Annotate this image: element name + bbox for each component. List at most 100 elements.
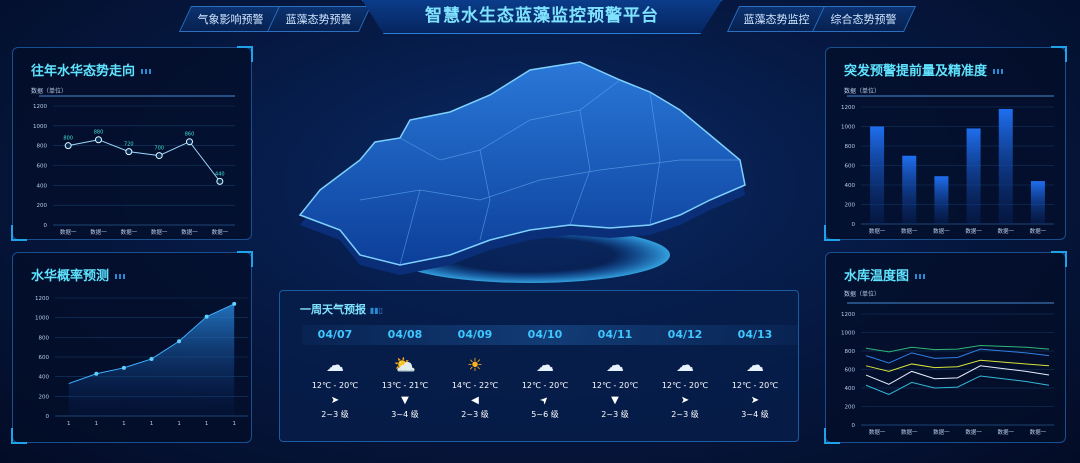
y-tick-label: 400 [39, 375, 50, 381]
x-tick-label: 1 [95, 421, 99, 427]
x-tick-label: 数据一 [901, 227, 918, 235]
weather-day[interactable]: 04/11 ☁ 12℃ - 20℃ ▼ 2~3 级 [580, 325, 650, 420]
x-tick-label: 数据一 [869, 227, 886, 235]
bar-chart[interactable]: 0 200 400 600 800 1000 1200 数据一 数据一 数据一 数据一 数据一 数据一 [826, 48, 1067, 241]
y-tick-label: 1000 [841, 125, 855, 131]
y-tick-label: 1000 [33, 124, 47, 130]
y-tick-label: 800 [845, 144, 856, 150]
panel-title: 突发预警提前量及精准度 [844, 60, 1006, 79]
unit-label: 数据（单位） [844, 88, 881, 95]
x-tick-label: 数据一 [965, 227, 982, 235]
weather-day[interactable]: 04/10 ☁ 12℃ - 20℃ ➤ 5~6 级 [510, 325, 580, 420]
x-tick-label: 数据一 [997, 227, 1014, 235]
date-strip [302, 325, 798, 345]
weather-day[interactable]: 04/12 ☁ 12℃ - 20℃ ➤ 2~3 级 [650, 325, 720, 420]
data-point [149, 356, 154, 361]
panel-title: 一周天气预报 ▮▮▯ [300, 303, 384, 316]
line-chart[interactable]: 0 200 400 600 800 1000 1200 数据一 数据一 数据一 数据一 数据一 数据一 8… [13, 48, 253, 241]
series-line [865, 375, 1050, 396]
x-tick-label: 数据一 [1030, 428, 1047, 436]
multi-line-chart[interactable]: 0 200 400 600 800 1000 1200 数据一 数据一 数据一 数据一 数据一 数据一 [826, 253, 1067, 444]
weather-day[interactable]: 04/13 ☁ 12℃ - 20℃ ➤ 3~4 级 [720, 325, 790, 420]
bar [998, 108, 1013, 224]
x-tick-label: 数据一 [997, 428, 1014, 436]
wind-level: 5~6 级 [531, 410, 559, 419]
wind-direction-icon: ◀ [471, 395, 479, 406]
weather-temp: 12℃ - 20℃ [591, 381, 639, 390]
weather-temp: 12℃ - 20℃ [311, 381, 359, 390]
panel-reservoir-temperature: 水库温度图 数据（单位） 0 200 400 600 800 1000 1200 数据一 数据一… [824, 251, 1067, 444]
y-tick-label: 0 [852, 423, 856, 429]
data-label: 860 [185, 132, 195, 138]
weather-day[interactable]: 04/09 ☀ 14℃ - 22℃ ◀ 2~3 级 [440, 325, 510, 420]
y-tick-label: 200 [845, 203, 856, 209]
area-chart[interactable]: 0 200 400 600 800 1000 1200 1 1 1 1 1 1 1 [13, 253, 253, 444]
data-point [204, 314, 209, 319]
rain-cloud-icon: ☁ [606, 355, 624, 376]
unit-label: 数据（单位） [31, 88, 68, 95]
x-tick-label: 1 [205, 421, 209, 427]
x-tick-label: 1 [122, 421, 126, 427]
nav-algae-monitoring[interactable]: 蓝藻态势监控 [726, 6, 828, 32]
panel-title: 水库温度图 [844, 265, 928, 284]
weather-day[interactable]: 04/07 ☁ 12℃ - 20℃ ➤ 2~3 级 [300, 325, 370, 420]
weather-date: 04/07 [317, 328, 353, 341]
y-tick-label: 800 [845, 349, 856, 355]
y-tick-label: 1200 [841, 105, 855, 111]
unit-label: 数据（单位） [844, 291, 881, 298]
data-label: 720 [124, 142, 134, 148]
data-point [125, 148, 133, 156]
weather-temp: 12℃ - 20℃ [731, 381, 779, 390]
data-label: 440 [215, 171, 225, 177]
x-tick-label: 数据一 [90, 228, 107, 236]
y-tick-label: 1200 [841, 312, 855, 318]
x-tick-label: 数据一 [901, 428, 918, 436]
series-line [68, 139, 221, 182]
decor-stripes-icon [993, 69, 1006, 74]
series-line [865, 348, 1050, 364]
x-tick-label: 数据一 [933, 227, 950, 235]
region-map[interactable] [280, 50, 760, 290]
rain-cloud-icon: ☁ [746, 355, 764, 376]
weather-date: 04/11 [597, 328, 633, 341]
x-tick-label: 数据一 [181, 228, 198, 236]
sun-icon: ☀ [466, 355, 484, 376]
partly-cloudy-icon: ⛅ [393, 355, 417, 376]
wind-direction-icon: ▼ [401, 395, 409, 406]
x-tick-label: 数据一 [60, 228, 77, 236]
data-point [232, 301, 237, 306]
rain-cloud-icon: ☁ [326, 355, 344, 376]
bar [902, 155, 917, 224]
decor-stripes-icon [915, 274, 928, 279]
y-tick-label: 1200 [33, 104, 47, 110]
x-tick-label: 1 [232, 421, 236, 427]
data-label: 700 [154, 146, 164, 152]
bar [1030, 181, 1045, 224]
rain-cloud-icon: ☁ [536, 355, 554, 376]
nav-overall-warning[interactable]: 综合态势预警 [811, 6, 917, 32]
y-tick-label: 600 [39, 355, 50, 361]
decor-stripes-icon: ▮▮▯ [369, 306, 384, 315]
y-tick-label: 200 [39, 394, 50, 400]
x-tick-label: 1 [67, 421, 71, 427]
y-tick-label: 400 [845, 386, 856, 392]
data-point [216, 177, 224, 185]
weather-date: 04/10 [527, 328, 563, 341]
weather-date: 04/08 [387, 328, 423, 341]
x-tick-label: 数据一 [121, 228, 138, 236]
panel-weekly-weather: 一周天气预报 ▮▮▯ 04/07 ☁ 12℃ - 20℃ ➤ 2~3 级 04/0… [279, 290, 799, 442]
nav-algae-trend-warning[interactable]: 蓝藻态势预警 [266, 6, 372, 32]
wind-direction-icon: ➤ [330, 395, 340, 406]
wind-direction-icon: ▼ [611, 395, 619, 406]
decor-stripes-icon [141, 69, 154, 74]
x-tick-label: 1 [177, 421, 181, 427]
bar [870, 126, 885, 224]
y-tick-label: 200 [845, 405, 856, 411]
map-boundaries [359, 79, 740, 266]
y-tick-label: 0 [44, 223, 48, 229]
wind-level: 2~3 级 [461, 410, 489, 419]
weather-temp: 14℃ - 22℃ [451, 381, 499, 390]
page-title: 智慧水生态蓝藻监控预警平台 [362, 0, 722, 34]
weather-day[interactable]: 04/08 ⛅ 13℃ - 21℃ ▼ 3~4 级 [370, 325, 440, 420]
x-tick-label: 数据一 [151, 228, 168, 236]
